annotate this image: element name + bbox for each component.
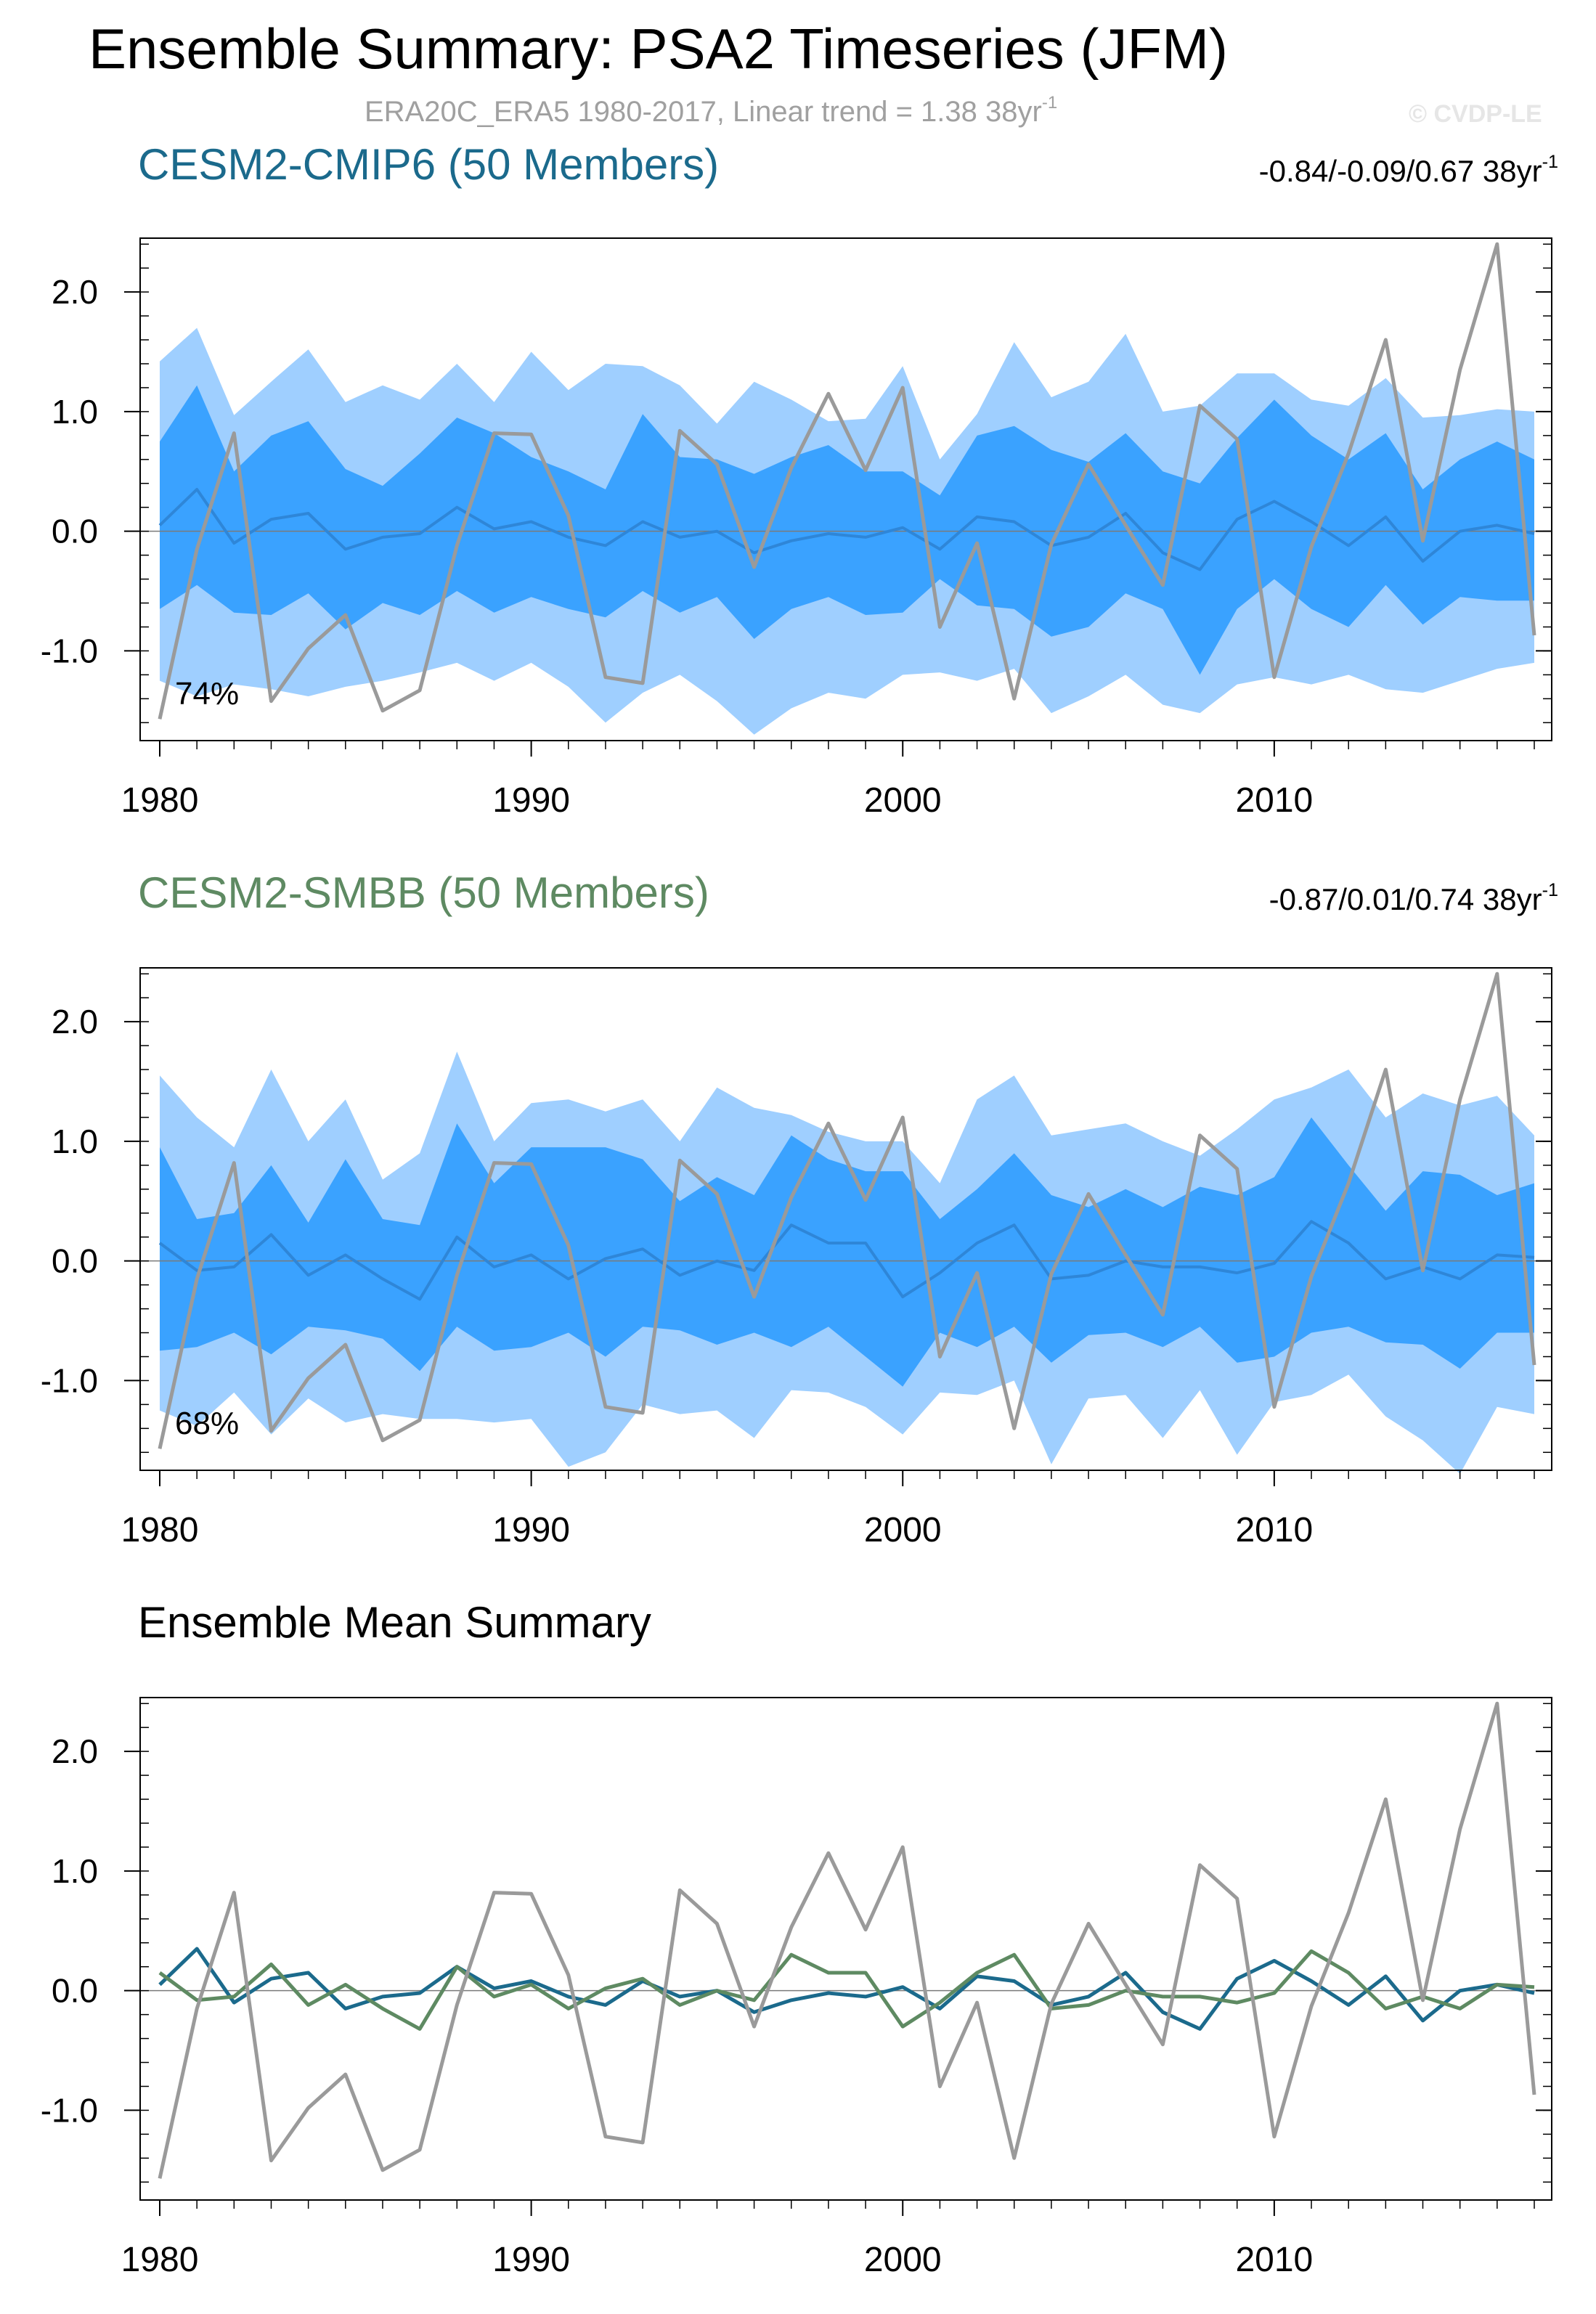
page-title: Ensemble Summary: PSA2 Timeseries (JFM) [89,17,1229,81]
cmip6-mean-line [158,1947,1535,2031]
percent-label: 74% [175,676,239,712]
x-tick-label: 1990 [492,781,570,820]
x-tick-label: 1990 [492,2241,570,2279]
x-tick-label: 2000 [864,2241,942,2279]
inner-band [160,385,1534,675]
panel-3: -1.0 0.0 1.0 2.0 1980 1990 2000 2010 [41,1697,1552,2279]
x-tick-label: 2000 [864,781,942,820]
subtitle: ERA20C_ERA5 1980-2017, Linear trend = 1.… [365,93,1058,129]
x-tick-label: 1980 [121,1511,199,1549]
y-tick-label: 1.0 [52,1123,98,1160]
watermark: © CVDP-LE [1409,100,1542,128]
x-tick-label: 2010 [1235,1511,1313,1549]
y-tick-label: -1.0 [41,1361,98,1399]
panel1-title: CESM2-CMIP6 (50 Members) [138,140,720,189]
ensemble-mean-line [158,488,1535,571]
inner-band [160,1117,1534,1387]
percent-label: 68% [175,1406,239,1441]
y-tick-label: -1.0 [41,632,98,669]
ensemble-mean-line [158,1220,1535,1301]
y-tick-label: 2.0 [52,1003,98,1040]
observed-line [158,242,1536,720]
x-tick-label: 1980 [121,2241,199,2279]
smbb-mean-line [158,1949,1535,2031]
observed-line [158,971,1536,1449]
panel2-trend-text: -0.87/0.01/0.74 38yr [1269,882,1542,916]
plot-frame [139,967,1552,1471]
subtitle-sup: -1 [1041,93,1058,113]
y-tick-label: 1.0 [52,393,98,431]
panel1-trend-text: -0.84/-0.09/0.67 38yr [1258,154,1542,188]
panel2-trend-sup: -1 [1542,880,1558,901]
y-tick-label: 2.0 [52,1732,98,1770]
plot-frame [139,237,1552,741]
panel-2: -1.0 0.0 1.0 2.0 1980 1990 2000 2010 68% [41,967,1552,1549]
y-tick-label: 0.0 [52,513,98,550]
panel2-title: CESM2-SMBB (50 Members) [138,868,709,917]
x-tick-label: 2010 [1235,781,1313,820]
panel1-trend-label: -0.84/-0.09/0.67 38yr-1 [1258,152,1558,189]
panel2-trend-label: -0.87/0.01/0.74 38yr-1 [1269,880,1558,917]
x-tick-label: 2010 [1235,2241,1313,2279]
y-tick-label: 0.0 [52,1972,98,2010]
observed-line [158,1701,1536,2179]
y-tick-label: 0.0 [52,1242,98,1280]
y-tick-label: -1.0 [41,2091,98,2129]
panel-1: -1.0 0.0 1.0 2.0 1980 1990 2000 2010 74% [41,237,1552,820]
x-tick-label: 1990 [492,1511,570,1549]
y-tick-label: 1.0 [52,1852,98,1890]
panel1-trend-sup: -1 [1542,152,1558,173]
y-tick-label: 2.0 [52,273,98,311]
subtitle-text: ERA20C_ERA5 1980-2017, Linear trend = 1.… [365,96,1042,128]
plot-frame [139,1697,1552,2201]
x-tick-label: 1980 [121,781,199,820]
x-tick-label: 2000 [864,1511,942,1549]
panel3-title: Ensemble Mean Summary [138,1598,651,1647]
